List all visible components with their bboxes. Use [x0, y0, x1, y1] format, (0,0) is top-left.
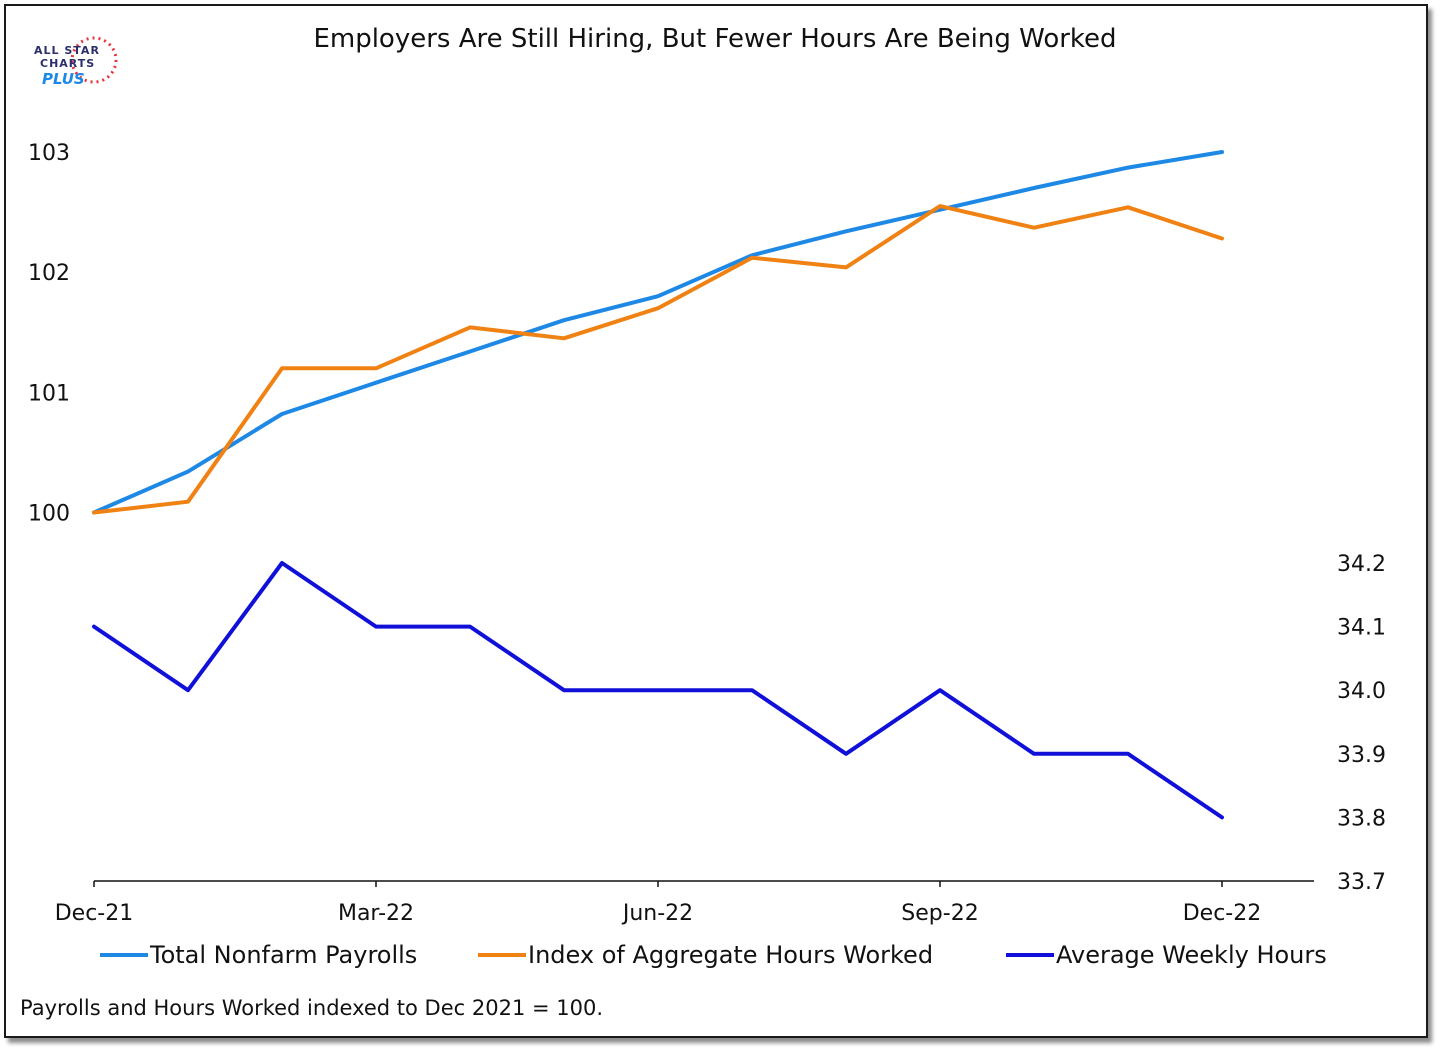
series-line-3	[92, 561, 1224, 820]
legend-label: Index of Aggregate Hours Worked	[528, 941, 933, 969]
right-y-tick-label: 34.0	[1337, 679, 1386, 704]
axes: Dec-21 Mar-22 Jun-22 Sep-22 Dec-22 100 101 102 1…	[28, 141, 1386, 926]
logo-line-1: ALL STAR	[34, 44, 100, 57]
series-layer	[92, 150, 1224, 820]
chart-title: Employers Are Still Hiring, But Fewer Ho…	[313, 24, 1116, 54]
x-tick-label: Dec-22	[1183, 901, 1262, 926]
left-y-tick-label: 100	[28, 501, 70, 526]
series-line-1	[92, 150, 1224, 515]
logo-line-3: PLUS	[42, 70, 85, 88]
x-tick-label: Jun-22	[621, 901, 693, 926]
right-y-tick-label: 33.7	[1337, 870, 1386, 895]
right-y-tick-label: 33.8	[1337, 806, 1386, 831]
logo-line-2: CHARTS	[40, 57, 95, 70]
right-y-tick-label: 34.2	[1337, 552, 1386, 577]
legend: Total Nonfarm Payrolls Index of Aggregate…	[100, 941, 1327, 969]
x-tick-label: Sep-22	[901, 901, 978, 926]
series-line-2	[92, 204, 1224, 515]
all-star-charts-plus-logo: ALL STAR CHARTS PLUS	[34, 36, 118, 88]
left-y-tick-label: 102	[28, 261, 70, 286]
footnote: Payrolls and Hours Worked indexed to Dec…	[20, 996, 603, 1020]
chart-frame: ALL STAR CHARTS PLUS	[4, 4, 1428, 1038]
legend-label: Average Weekly Hours	[1056, 941, 1327, 969]
x-tick-label: Dec-21	[55, 901, 134, 926]
left-y-tick-label: 101	[28, 381, 70, 406]
right-y-tick-label: 34.1	[1337, 616, 1386, 641]
x-tick-label: Mar-22	[338, 901, 414, 926]
legend-label: Total Nonfarm Payrolls	[149, 941, 417, 969]
right-y-tick-label: 33.9	[1337, 743, 1386, 768]
left-y-tick-label: 103	[28, 141, 70, 166]
